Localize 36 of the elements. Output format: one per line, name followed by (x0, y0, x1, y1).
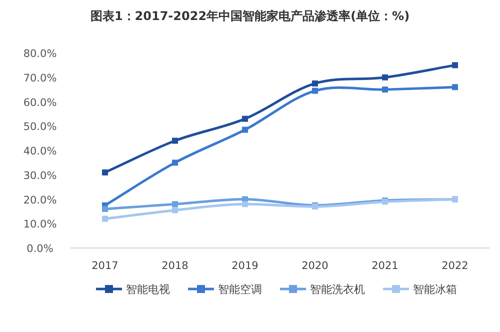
point (102, 169, 108, 176)
point (172, 138, 178, 144)
x-tick-label: 2022 (442, 260, 468, 272)
y-tick-label: 40.0% (23, 146, 57, 158)
point (242, 126, 248, 133)
y-tick-label: 70.0% (23, 72, 57, 84)
point (242, 116, 248, 122)
point (452, 84, 458, 90)
y-tick-label: 50.0% (23, 121, 57, 134)
x-tick-label: 2018 (162, 260, 188, 272)
point (172, 160, 178, 166)
legend-label: 智能冰箱 (413, 283, 457, 296)
point (382, 74, 388, 80)
point (382, 86, 388, 93)
chart-title: 图表1：2017-2022年中国智能家电产品渗透率(单位：%) (90, 9, 410, 23)
point (312, 80, 318, 86)
point (172, 207, 178, 214)
y-tick-label: 30.0% (23, 170, 57, 182)
legend-label: 智能洗衣机 (310, 283, 365, 296)
y-tick-label: 20.0% (23, 194, 57, 206)
point (312, 88, 318, 94)
point (452, 62, 458, 68)
legend-label: 智能电视 (126, 283, 170, 296)
x-tick-label: 2017 (92, 260, 118, 272)
point (242, 201, 248, 208)
legend-label: 智能空调 (218, 283, 262, 296)
point (102, 206, 108, 212)
y-tick-label: 60.0% (23, 96, 57, 109)
x-tick-label: 2019 (232, 260, 258, 272)
point (172, 201, 178, 208)
y-tick-label: 80.0% (23, 48, 57, 60)
y-tick-label: 0.0% (26, 243, 54, 255)
x-tick-label: 2020 (302, 260, 328, 272)
y-tick-label: 10.0% (23, 218, 57, 231)
x-tick-label: 2021 (372, 260, 398, 272)
point (102, 216, 108, 222)
